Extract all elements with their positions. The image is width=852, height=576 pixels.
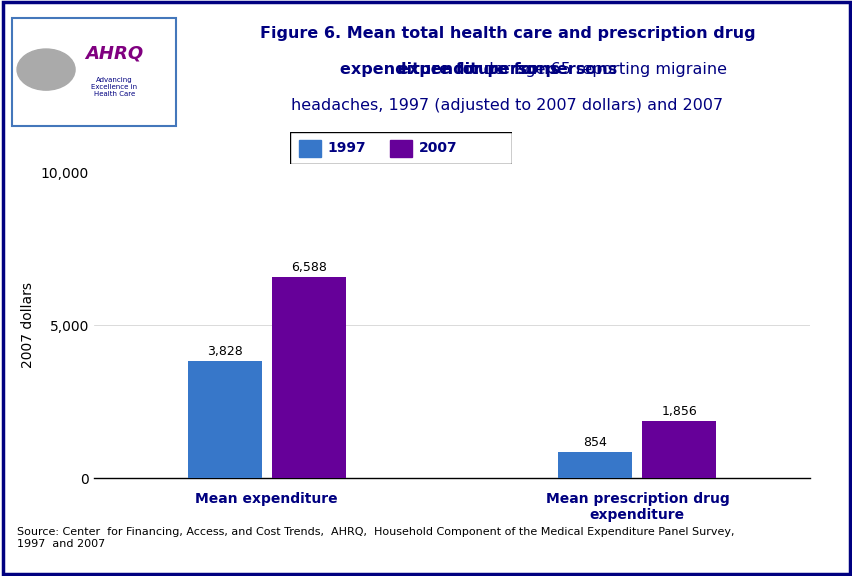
Text: headaches, 1997 (adjusted to 2007 dollars) and 2007: headaches, 1997 (adjusted to 2007 dollar… — [291, 98, 722, 113]
Text: Source: Center  for Financing, Access, and Cost Trends,  AHRQ,  Household Compon: Source: Center for Financing, Access, an… — [17, 527, 734, 548]
Text: AHRQ: AHRQ — [85, 45, 143, 63]
Text: 3,828: 3,828 — [207, 345, 242, 358]
Bar — [298, 139, 320, 157]
Text: 2007: 2007 — [418, 141, 457, 156]
Text: Advancing
Excellence in
Health Care: Advancing Excellence in Health Care — [91, 77, 137, 97]
Text: 854: 854 — [583, 436, 607, 449]
Bar — [389, 139, 412, 157]
Bar — [187, 361, 262, 478]
Text: 1,856: 1,856 — [661, 406, 696, 418]
Text: 1997: 1997 — [327, 141, 366, 156]
Text: expenditure for persons: expenditure for persons — [397, 62, 617, 77]
Y-axis label: 2007 dollars: 2007 dollars — [21, 282, 35, 369]
Text: expenditure for persons: expenditure for persons — [340, 62, 559, 77]
Circle shape — [17, 49, 75, 90]
Text: Figure 6. Mean total health care and prescription drug: Figure 6. Mean total health care and pre… — [259, 26, 755, 41]
Bar — [558, 452, 631, 478]
Text: 6,588: 6,588 — [291, 261, 326, 274]
Text: under age 65 reporting migraine: under age 65 reporting migraine — [340, 62, 726, 77]
Bar — [642, 422, 716, 478]
Bar — [272, 277, 345, 478]
